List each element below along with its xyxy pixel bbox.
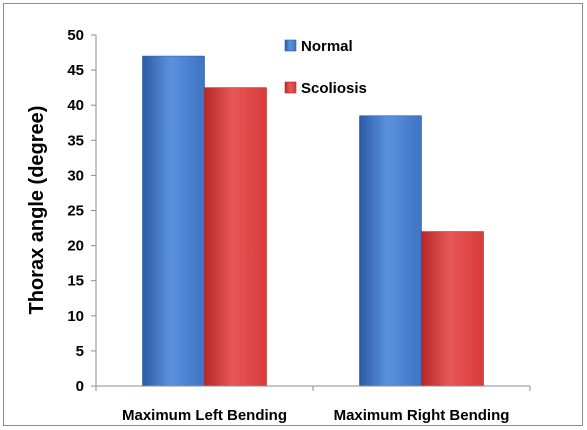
y-tick-label: 0 bbox=[76, 378, 84, 395]
y-tick-label: 45 bbox=[67, 62, 84, 79]
legend: Normal Scoliosis bbox=[284, 38, 367, 97]
y-tick-label: 5 bbox=[76, 343, 84, 360]
bar-normal-1 bbox=[142, 55, 205, 387]
legend-label-scoliosis: Scoliosis bbox=[301, 80, 367, 97]
y-tick-label: 50 bbox=[67, 27, 84, 44]
bar-normal-2 bbox=[359, 115, 422, 387]
y-axis-label: Thorax angle (degree) bbox=[26, 106, 48, 315]
y-tick-label: 40 bbox=[67, 97, 84, 114]
bar-scoliosis-2 bbox=[421, 231, 484, 387]
y-tick-label: 30 bbox=[67, 167, 84, 184]
x-tick-label: Maximum Left Bending bbox=[122, 407, 287, 424]
y-axis: 0 5 10 15 20 25 30 35 40 45 50 bbox=[67, 27, 97, 395]
bars bbox=[142, 55, 484, 387]
y-tick-label: 25 bbox=[67, 203, 84, 220]
y-tick-label: 15 bbox=[67, 273, 84, 290]
legend-label-normal: Normal bbox=[301, 38, 353, 55]
legend-swatch-scoliosis bbox=[284, 81, 297, 94]
x-tick-label: Maximum Right Bending bbox=[334, 407, 510, 424]
y-tick-label: 35 bbox=[67, 132, 84, 149]
y-tick-label: 10 bbox=[67, 308, 84, 325]
bar-scoliosis-1 bbox=[204, 87, 267, 387]
x-axis: Maximum Left Bending Maximum Right Bendin… bbox=[95, 385, 531, 424]
chart-frame bbox=[3, 3, 583, 426]
y-tick-label: 20 bbox=[67, 238, 84, 255]
legend-swatch-normal bbox=[284, 39, 297, 52]
